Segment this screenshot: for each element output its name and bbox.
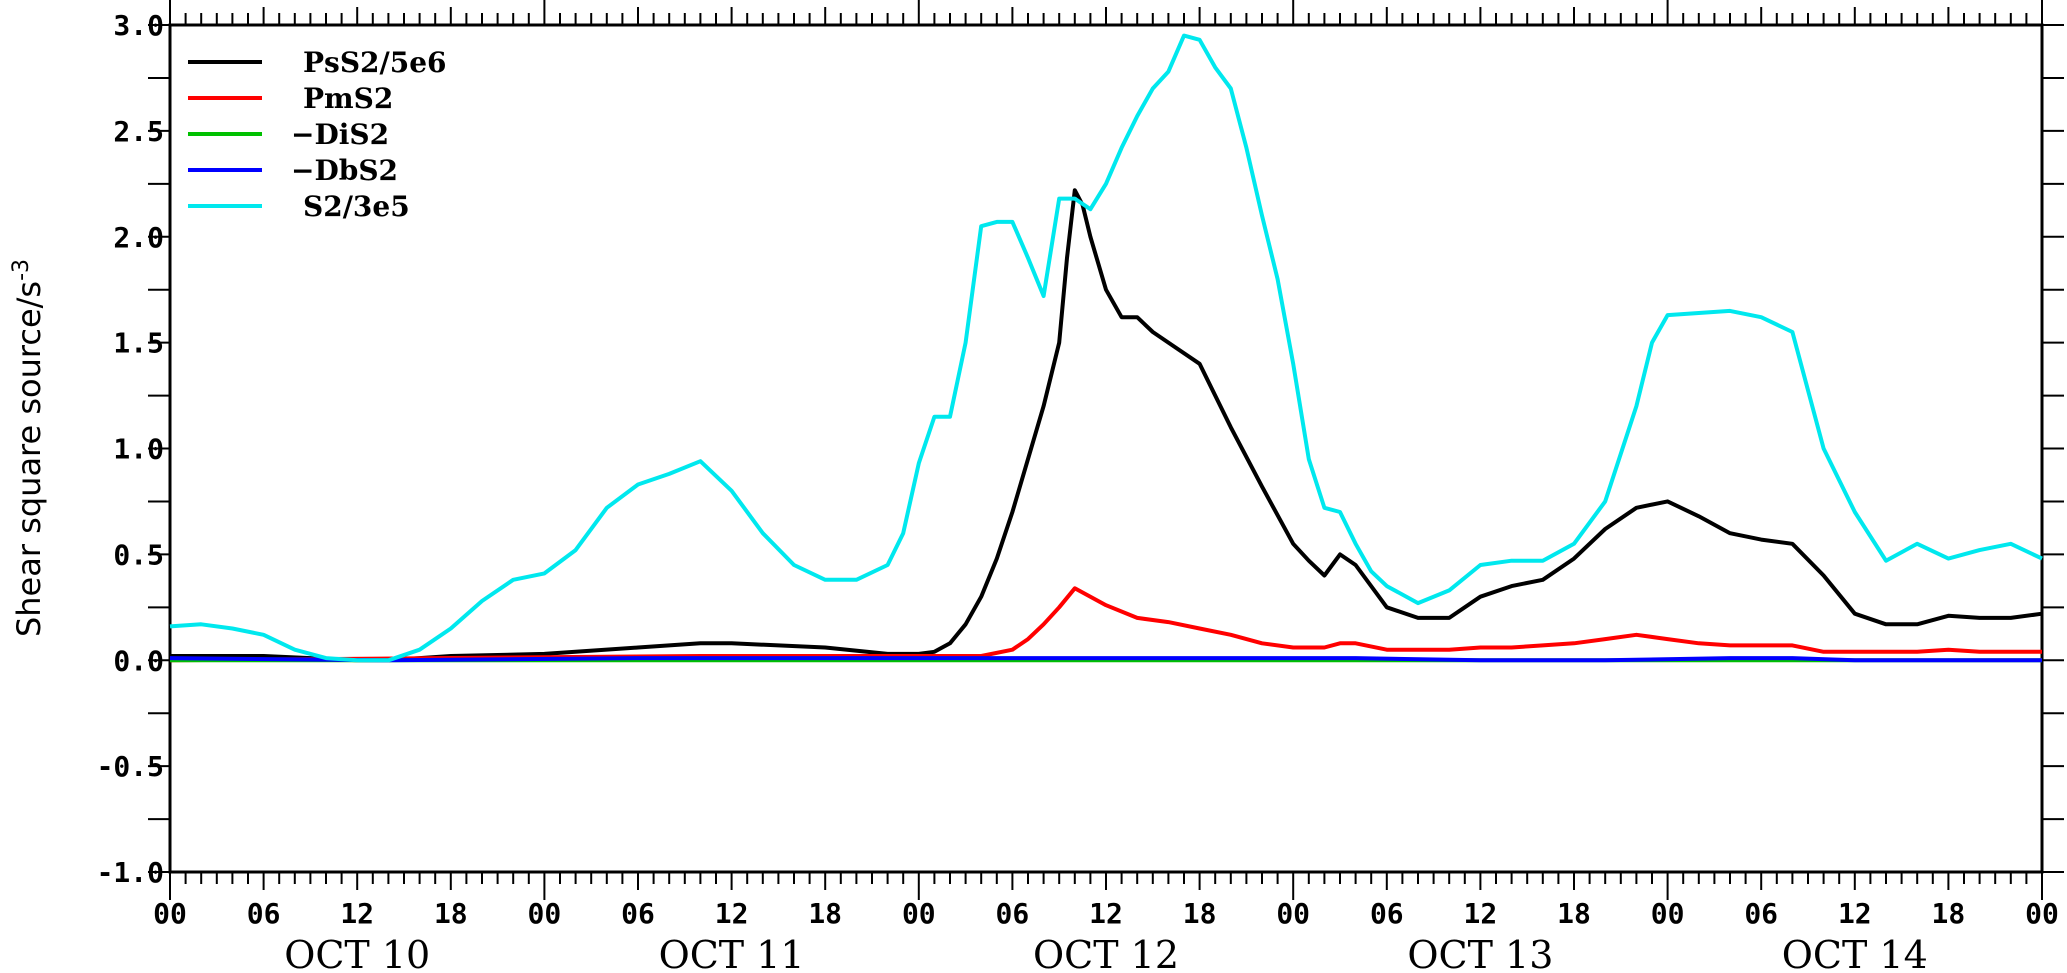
axis-ticks — [148, 0, 2064, 900]
x-tick-label: 18 — [434, 897, 468, 930]
y-axis-title-text: Shear square source/s — [10, 281, 48, 637]
date-labels: OCT 10 OCT 11 OCT 12 OCT 13 OCT 14 — [284, 933, 1928, 973]
x-tick-label: 00 — [1276, 897, 1310, 930]
y-tick-label: 1.0 — [113, 433, 164, 466]
x-tick-label: 18 — [1557, 897, 1591, 930]
x-tick-labels: 00 06 12 18 00 06 12 18 00 06 12 18 00 06 12 18 00 06 12 18… — [153, 897, 2059, 930]
y-axis-title: Shear square source/s-3 — [9, 259, 48, 637]
legend-label: −DbS2 — [291, 154, 398, 187]
date-label: OCT 10 — [284, 933, 430, 973]
legend-label: S2/3e5 — [303, 190, 410, 223]
y-tick-label: 0.0 — [113, 644, 164, 677]
y-tick-label: 1.5 — [113, 327, 164, 360]
legend-label: PsS2/5e6 — [303, 46, 447, 79]
series-line-4 — [169, 33, 2043, 663]
x-tick-label: 12 — [1464, 897, 1498, 930]
y-tick-label: -0.5 — [97, 750, 164, 783]
series-line-0 — [170, 188, 2043, 663]
x-tick-label: 00 — [528, 897, 562, 930]
y-tick-label: -1.0 — [97, 856, 164, 889]
y-tick-label: 2.0 — [113, 221, 164, 254]
x-tick-label: 06 — [247, 897, 281, 930]
legend-label: −DiS2 — [291, 118, 389, 151]
x-tick-label: 06 — [1744, 897, 1778, 930]
date-label: OCT 14 — [1782, 933, 1928, 973]
series-line-1 — [169, 586, 2042, 663]
series-lines — [169, 33, 2043, 663]
y-tick-label: 3.0 — [113, 9, 164, 42]
y-tick-labels: -1.0 -0.5 0.0 0.5 1.0 1.5 2.0 2.5 3.0 — [97, 9, 164, 889]
date-label: OCT 13 — [1407, 933, 1553, 973]
x-tick-label: 12 — [715, 897, 749, 930]
x-tick-label: 12 — [1838, 897, 1872, 930]
x-tick-label: 18 — [1932, 897, 1966, 930]
x-tick-label: 12 — [1089, 897, 1123, 930]
x-tick-label: 06 — [621, 897, 655, 930]
plot-frame — [168, 23, 2044, 874]
series-line-3 — [169, 656, 2042, 663]
y-tick-label: 2.5 — [113, 115, 164, 148]
x-tick-label: 00 — [1651, 897, 1685, 930]
date-label: OCT 11 — [659, 933, 805, 973]
x-tick-label: 18 — [808, 897, 842, 930]
x-tick-label: 00 — [2025, 897, 2059, 930]
x-tick-label: 06 — [996, 897, 1030, 930]
x-tick-label: 00 — [902, 897, 936, 930]
x-tick-label: 00 — [153, 897, 187, 930]
y-tick-label: 0.5 — [113, 538, 164, 571]
legend-label: PmS2 — [303, 82, 393, 115]
x-tick-label: 12 — [340, 897, 374, 930]
x-tick-label: 18 — [1183, 897, 1217, 930]
x-tick-label: 06 — [1370, 897, 1404, 930]
date-label: OCT 12 — [1033, 933, 1179, 973]
y-axis-title-superscript: -3 — [9, 259, 34, 281]
